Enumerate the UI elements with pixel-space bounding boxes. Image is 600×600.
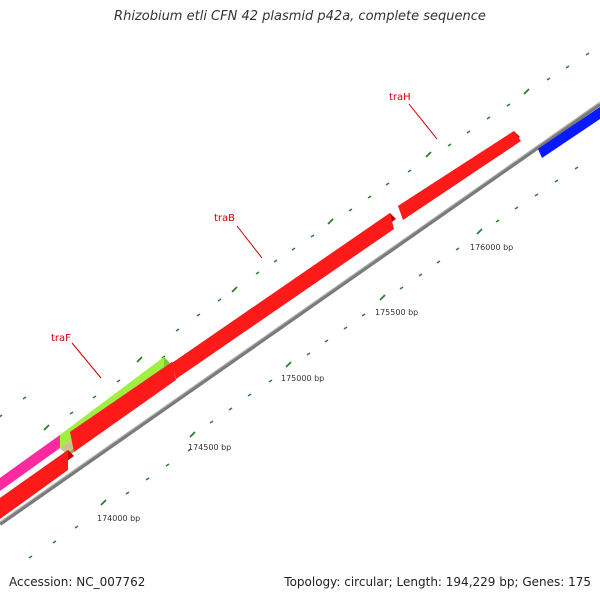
tick-label: 174000 bp bbox=[97, 514, 140, 523]
feature-red-1[interactable] bbox=[0, 450, 74, 519]
gene-label-traF: traF bbox=[51, 333, 71, 344]
traB-callout-line bbox=[236, 225, 263, 259]
tick-label: 174500 bp bbox=[188, 443, 231, 452]
tick-label: 176000 bp bbox=[470, 243, 513, 252]
feature-red-4[interactable] bbox=[398, 131, 521, 220]
feature-blue[interactable] bbox=[538, 107, 600, 158]
backbone-line bbox=[0, 102, 600, 526]
tick-label: 175500 bp bbox=[375, 308, 418, 317]
gene-label-traH: traH bbox=[389, 92, 411, 103]
feature-red-3[interactable] bbox=[172, 213, 396, 379]
tick-label: 175000 bp bbox=[281, 374, 324, 383]
topology-summary: Topology: circular; Length: 194,229 bp; … bbox=[284, 575, 591, 589]
traF-callout-line bbox=[71, 342, 102, 379]
backbone-highlight bbox=[0, 101, 600, 523]
map-title: Rhizobium etli CFN 42 plasmid p42a, comp… bbox=[114, 9, 486, 24]
inner-ticks bbox=[28, 166, 579, 559]
feature-red-2[interactable] bbox=[70, 362, 178, 452]
accession-label: Accession: NC_007762 bbox=[9, 575, 146, 589]
gene-label-traB: traB bbox=[214, 213, 235, 224]
traH-callout-line bbox=[408, 103, 438, 140]
feature-magenta[interactable] bbox=[0, 435, 66, 491]
outer-ticks bbox=[0, 52, 590, 431]
